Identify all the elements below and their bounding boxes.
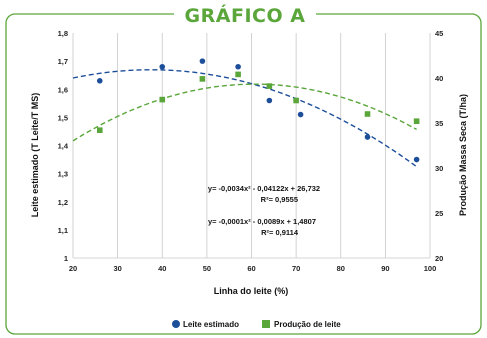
trend-lines <box>72 69 418 168</box>
point-leite-estimado <box>96 78 103 84</box>
legend-label-producao-de-leite: Produção de leite <box>274 320 341 329</box>
y-right-axis-label: Produção Massa Seca (T/ha) <box>458 94 468 216</box>
x-tick-label: 80 <box>337 264 345 273</box>
trend-line-leite-estimado <box>72 69 418 168</box>
y-left-tick-label: 1,7 <box>58 57 68 66</box>
point-producao-de-leite <box>96 127 103 133</box>
x-tick-label: 20 <box>69 264 77 273</box>
point-producao-de-leite <box>364 111 371 117</box>
chart-title-box: GRÁFICO A <box>174 2 316 30</box>
trend-line-producao-de-leite <box>72 83 417 142</box>
y-right-tick-label: 30 <box>435 164 443 173</box>
r2-1: R²= 0,9555 <box>261 195 298 204</box>
legend: Leite estimado Produção de leite <box>172 320 341 329</box>
y-right-tick-label: 35 <box>435 119 443 128</box>
point-leite-estimado <box>235 63 241 70</box>
x-tick-label: 100 <box>424 264 437 273</box>
x-tick-label: 50 <box>203 264 211 273</box>
y-left-tick-label: 1,3 <box>58 170 68 179</box>
x-axis-label: Linha do leite (%) <box>214 286 289 296</box>
point-producao-de-leite <box>199 76 206 82</box>
y-right-tick-label: 25 <box>435 209 443 218</box>
equation-2: y= -0,0001x² - 0,0089x + 1,4807 <box>208 217 316 226</box>
legend-label-leite-estimado: Leite estimado <box>183 320 239 329</box>
point-leite-estimado <box>413 156 420 163</box>
point-producao-de-leite <box>413 118 420 124</box>
x-tick-label: 90 <box>381 264 389 273</box>
y-left-axis-label: Leite estimado (T Leite/T MS) <box>30 93 40 218</box>
equation-1: y= -0,0034x² - 0,04122x + 26,732 <box>208 184 320 193</box>
data-points <box>96 58 420 163</box>
y-left-axis-ticks: 1 1,1 1,2 1,3 1,4 1,5 1,6 1,7 1,8 <box>58 29 69 263</box>
y-left-tick-label: 1,4 <box>58 142 69 151</box>
y-left-tick-label: 1,8 <box>58 29 68 38</box>
point-producao-de-leite <box>266 83 273 89</box>
legend-marker-producao-de-leite <box>262 320 270 328</box>
y-left-tick-label: 1,1 <box>58 226 68 235</box>
point-producao-de-leite <box>235 71 241 78</box>
point-leite-estimado <box>364 134 371 140</box>
y-right-axis-ticks: 20 25 30 35 40 45 <box>435 29 443 263</box>
point-leite-estimado <box>159 63 166 70</box>
y-left-tick-label: 1,2 <box>58 198 68 207</box>
point-leite-estimado <box>266 97 273 104</box>
y-right-tick-label: 20 <box>435 254 443 263</box>
y-left-tick-label: 1,5 <box>58 113 68 122</box>
x-axis-ticks: 20 30 40 50 60 70 80 90 100 <box>69 264 436 273</box>
y-left-tick-label: 1,6 <box>58 85 68 94</box>
y-right-tick-label: 45 <box>435 29 443 38</box>
point-producao-de-leite <box>293 97 299 104</box>
y-right-tick-label: 40 <box>435 74 443 83</box>
point-leite-estimado <box>297 111 304 118</box>
x-tick-label: 30 <box>113 264 121 273</box>
x-tick-label: 60 <box>247 264 255 273</box>
point-producao-de-leite <box>159 96 166 103</box>
r2-2: R²= 0,9114 <box>261 228 299 237</box>
chart-title: GRÁFICO A <box>184 5 306 27</box>
y-left-tick-label: 1 <box>64 254 68 263</box>
x-tick-label: 40 <box>158 264 166 273</box>
legend-marker-leite-estimado <box>172 320 180 328</box>
point-leite-estimado <box>199 58 206 64</box>
x-tick-label: 70 <box>292 264 300 273</box>
